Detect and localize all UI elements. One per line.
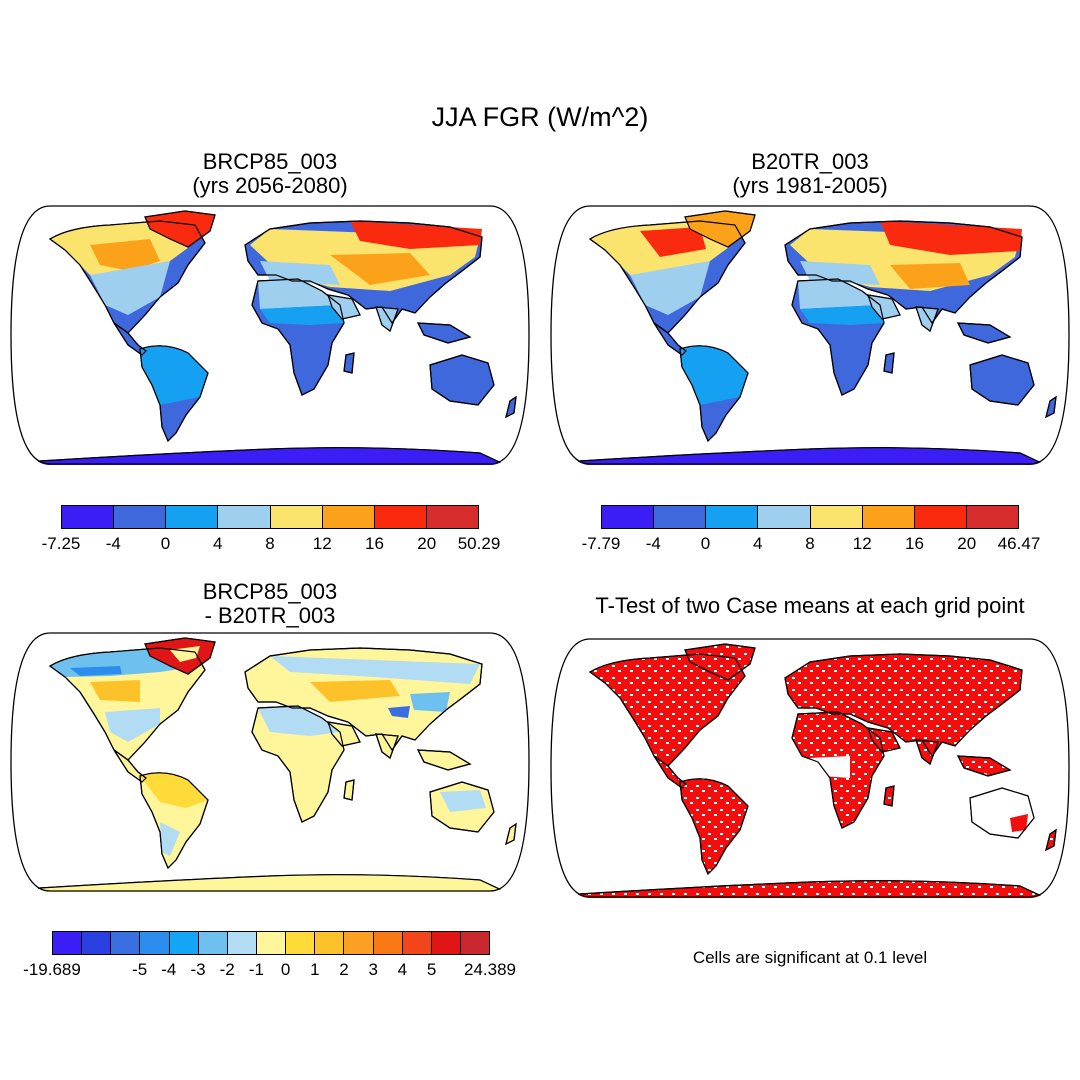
colorbar-swatch: [315, 932, 345, 954]
colorbar-tick-label: -4: [645, 534, 661, 553]
colorbar-swatch: [706, 506, 759, 528]
panel-title-top-right: B20TR_003 (yrs 1981-2005): [660, 150, 960, 198]
colorbar-tick-label: 1: [310, 960, 320, 979]
colorbar-tick-label: -4: [161, 960, 177, 979]
colorbar-swatch: [218, 506, 271, 528]
colorbar-tick-label: 0: [280, 960, 291, 979]
panel-title-line1: BRCP85_003: [202, 149, 338, 174]
panel-title-bottom-right: T-Test of two Case means at each grid po…: [595, 593, 1025, 618]
panel-title-line2: - B20TR_003: [204, 603, 336, 628]
colorbar-tick-label: -2: [219, 960, 235, 979]
colorbar-swatch: [426, 506, 478, 528]
colorbar-tick-label: 8: [805, 534, 815, 553]
colorbar-tick-label: 4: [397, 960, 408, 979]
panel-title-top-left: BRCP85_003 (yrs 2056-2080): [120, 150, 420, 198]
panel-title-line2: (yrs 2056-2080): [192, 173, 348, 198]
colorbar-tick-label: 46.47: [997, 534, 1041, 553]
colorbar-tick-label: -1: [248, 960, 264, 979]
colorbar-swatches: [52, 931, 490, 955]
colorbar-swatch: [114, 506, 167, 528]
colorbar-swatch: [460, 932, 490, 954]
colorbar-swatch: [914, 506, 967, 528]
colorbar-tick-label: 16: [365, 534, 384, 553]
map-top-right: [550, 205, 1070, 465]
colorbar-tick-label: 0: [160, 534, 171, 553]
colorbar-tick-label: 12: [312, 534, 332, 553]
colorbar-swatch: [402, 932, 432, 954]
panel-title-line1: BRCP85_003: [202, 579, 338, 604]
colorbar-tick-label: 4: [213, 534, 223, 553]
colorbar-swatch: [373, 932, 403, 954]
panel-title-line1: B20TR_003: [751, 149, 869, 174]
colorbar-tick-label: 2: [339, 960, 349, 979]
colorbar-swatch: [82, 932, 112, 954]
colorbar-swatch: [810, 506, 863, 528]
colorbar-tick-label: 12: [852, 534, 872, 553]
colorbar-tick-label: 20: [957, 534, 977, 553]
colorbar-swatch: [111, 932, 141, 954]
significance-note: Cells are significant at 0.1 level: [692, 948, 928, 967]
colorbar-tick-label: -19.689: [23, 960, 81, 979]
colorbar-swatch: [322, 506, 375, 528]
colorbar-swatch: [602, 506, 655, 528]
colorbar-tick-label: 50.29: [457, 534, 501, 553]
colorbar-tick-label: -7.25: [41, 534, 81, 553]
colorbar-tick-label: -5: [132, 960, 148, 979]
colorbar-swatch: [270, 506, 323, 528]
map-bottom-left: [10, 632, 530, 892]
colorbar-tick-label: -7.79: [581, 534, 621, 553]
colorbar-swatch: [227, 932, 257, 954]
colorbar-tick-label: -4: [105, 534, 121, 553]
colorbar-swatch: [758, 506, 811, 528]
colorbar-top-right: -7.79 -4 0 4 8 12 16 20 46.47: [582, 505, 1040, 553]
colorbar-swatch: [431, 932, 461, 954]
colorbar-swatch: [862, 506, 915, 528]
colorbar-bottom-left: -19.689 -5 -4 -3 -2 -1 0 1 2 3 4 5 24.389: [23, 931, 516, 979]
colorbar-tick-label: 20: [417, 534, 437, 553]
colorbar-tick-label: 3: [368, 960, 378, 979]
colorbar-tick-label: 4: [753, 534, 763, 553]
colorbar-swatch: [53, 932, 83, 954]
colorbar-tick-label: 5: [426, 960, 437, 979]
colorbar-tick-label: 8: [265, 534, 275, 553]
map-bottom-right: [550, 638, 1070, 898]
map-top-left: [10, 205, 530, 465]
colorbar-swatch: [344, 932, 374, 954]
colorbar-top-left: -7.25 -4 0 4 8 12 16 20 50.29: [42, 505, 500, 553]
panel-title-bottom-left: BRCP85_003 - B20TR_003: [120, 580, 420, 628]
colorbar-tick-label: 0: [700, 534, 711, 553]
figure-title: JJA FGR (W/m^2): [431, 102, 649, 132]
colorbar-swatch: [654, 506, 707, 528]
panel-title-line2: (yrs 1981-2005): [732, 173, 888, 198]
colorbar-swatch: [198, 932, 228, 954]
colorbar-swatches: [61, 505, 479, 529]
colorbar-swatch: [374, 506, 427, 528]
colorbar-tick-label: -3: [190, 960, 206, 979]
colorbar-swatch: [166, 506, 219, 528]
colorbar-swatch: [286, 932, 316, 954]
colorbar-swatch: [140, 932, 170, 954]
colorbar-swatch: [966, 506, 1018, 528]
colorbar-tick-label: 16: [905, 534, 924, 553]
colorbar-swatch: [169, 932, 199, 954]
colorbar-swatch: [256, 932, 287, 954]
colorbar-swatches: [601, 505, 1019, 529]
colorbar-tick-label: 24.389: [464, 960, 516, 979]
colorbar-swatch: [62, 506, 115, 528]
